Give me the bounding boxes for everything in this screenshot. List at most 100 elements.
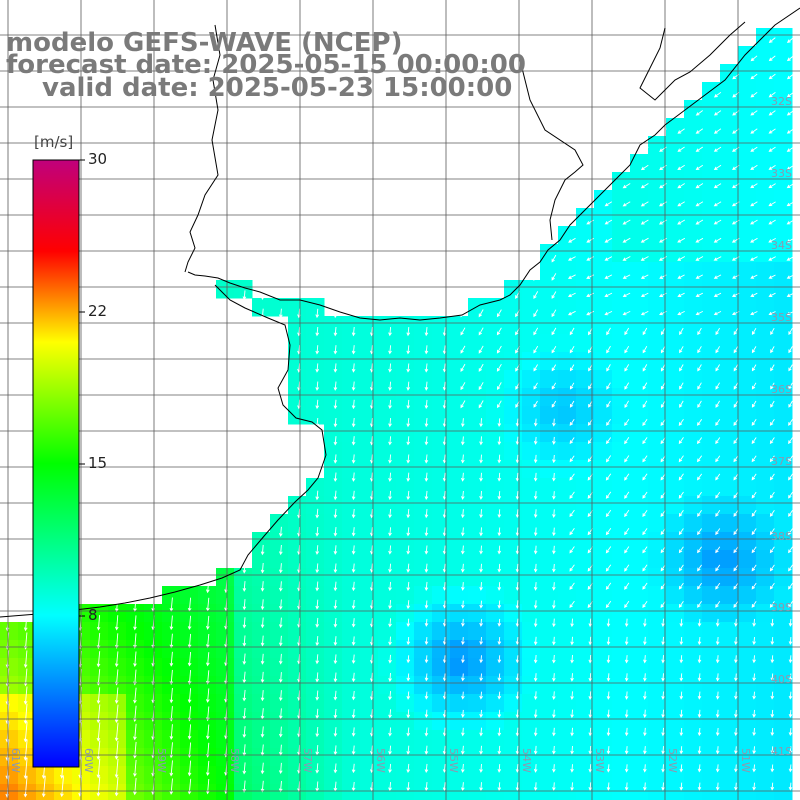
wind-arrow (424, 327, 429, 337)
wind-arrow (424, 600, 429, 609)
wind-arrow (786, 73, 794, 80)
wind-arrow (569, 546, 575, 554)
wind-arrow (586, 237, 594, 243)
colorbar-units: [m/s] (34, 133, 74, 151)
wind-arrow (715, 491, 721, 499)
wind-speed-cell (738, 766, 757, 785)
wind-arrow (624, 437, 630, 445)
wind-arrow (406, 436, 411, 446)
wind-arrow (460, 363, 466, 372)
wind-speed-cell (360, 568, 379, 587)
wind-speed-cell (432, 712, 451, 731)
wind-arrow (715, 419, 721, 426)
wind-speed-cell (738, 550, 757, 569)
wind-speed-cell (342, 424, 361, 443)
wind-speed-cell (666, 514, 685, 533)
wind-speed-cell (450, 460, 469, 479)
wind-arrow (388, 545, 392, 555)
wind-speed-cell (396, 694, 415, 713)
wind-arrow (478, 382, 484, 391)
wind-arrow (588, 382, 593, 390)
wind-speed-cell (576, 478, 595, 497)
wind-speed-cell (18, 712, 37, 731)
wind-speed-cell (378, 640, 397, 659)
wind-arrow (695, 164, 704, 171)
wind-arrow (333, 708, 338, 719)
wind-arrow (497, 509, 502, 519)
wind-speed-cell (702, 478, 721, 497)
wind-arrow (751, 510, 757, 517)
wind-speed-cell (774, 298, 793, 317)
wind-arrow (751, 528, 757, 536)
wind-arrow (96, 651, 101, 668)
wind-arrow (187, 670, 192, 685)
coastline-lagoon-inner (639, 21, 746, 101)
wind-arrow (552, 764, 556, 773)
wind-arrow (768, 37, 776, 44)
wind-speed-cell (450, 316, 469, 335)
wind-arrow (133, 778, 137, 796)
wind-speed-cell (396, 406, 415, 425)
wind-speed-cell (342, 334, 361, 353)
wind-speed-cell (594, 532, 613, 551)
wind-speed-cell (504, 568, 523, 587)
wind-speed-cell (702, 388, 721, 407)
wind-arrow (551, 382, 557, 390)
wind-speed-cell (720, 208, 739, 227)
wind-arrow (114, 776, 119, 797)
wind-speed-cell (666, 550, 685, 569)
wind-arrow (605, 564, 612, 572)
wind-speed-cell (648, 766, 667, 785)
wind-arrow (713, 237, 722, 243)
wind-speed-cell (396, 640, 415, 659)
wind-arrow (533, 364, 538, 372)
wind-arrow (624, 764, 629, 773)
wind-speed-cell (756, 388, 775, 407)
wind-arrow (786, 128, 794, 134)
wind-arrow (786, 256, 795, 261)
wind-arrow (569, 345, 575, 354)
wind-speed-cell (468, 496, 487, 515)
wind-speed-cell (288, 532, 307, 551)
wind-arrow (697, 673, 702, 682)
wind-speed-cell (432, 658, 451, 677)
wind-speed-cell (414, 514, 433, 533)
wind-speed-cell (774, 730, 793, 749)
wind-speed-cell (684, 568, 703, 587)
wind-speed-cell (414, 550, 433, 569)
wind-speed-cell (360, 748, 379, 767)
wind-speed-cell (540, 766, 559, 785)
wind-speed-cell (468, 352, 487, 371)
wind-speed-cell (450, 370, 469, 389)
wind-arrow (788, 709, 793, 718)
wind-arrow (624, 618, 629, 628)
wind-speed-cell (468, 460, 487, 479)
wind-arrow (768, 165, 776, 170)
wind-arrow (533, 509, 538, 519)
wind-arrow (461, 709, 465, 718)
lon-label: 57W (301, 748, 314, 773)
wind-arrow (715, 510, 721, 517)
wind-speed-cell (720, 532, 739, 551)
wind-speed-cell (666, 298, 685, 317)
wind-arrow (315, 490, 320, 501)
wind-speed-cell (18, 676, 37, 695)
wind-speed-cell (720, 586, 739, 605)
wind-arrow (442, 582, 447, 591)
wind-arrow (659, 183, 667, 189)
wind-arrow (570, 782, 574, 791)
wind-arrow (588, 654, 593, 664)
wind-speed-cell (720, 694, 739, 713)
wind-speed-cell (522, 676, 541, 695)
wind-speed-cell (396, 604, 415, 623)
wind-speed-cell (324, 730, 343, 749)
wind-speed-cell (288, 676, 307, 695)
wind-speed-cell (684, 676, 703, 695)
wind-speed-cell (234, 280, 253, 299)
wind-arrow (96, 722, 101, 742)
wind-arrow (205, 760, 210, 777)
wind-arrow (640, 146, 649, 152)
wind-speed-cell (270, 550, 289, 569)
lon-label: 61W (9, 748, 22, 773)
wind-speed-cell (450, 640, 469, 659)
